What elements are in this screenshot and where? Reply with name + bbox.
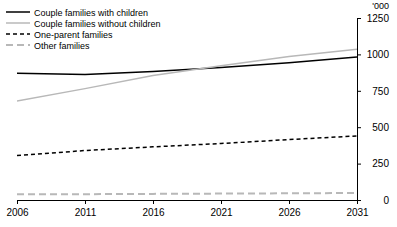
x-tick: 2011 (75, 200, 97, 218)
legend-swatch (6, 33, 30, 35)
y-tick-mark (357, 200, 361, 201)
x-tick-label: 2021 (210, 207, 233, 218)
y-tick-label: 500 (372, 122, 389, 133)
y-tick: 1250 (357, 13, 389, 24)
series-line (17, 136, 357, 156)
x-tick: 2026 (278, 200, 301, 218)
y-tick-mark (357, 91, 361, 92)
x-tick-label: 2011 (75, 207, 97, 218)
x-axis: 2006 2011 2016 2021 2026 2031 (6, 200, 369, 218)
x-tick-mark (221, 200, 222, 204)
x-tick: 2031 (346, 200, 369, 218)
legend: Couple families with childrenCouple fami… (6, 8, 161, 51)
legend-label: One-parent families (34, 30, 113, 40)
y-axis: 0 250 500 750 1000 1250 (357, 13, 389, 206)
x-tick-label: 2031 (346, 207, 369, 218)
legend-label: Other families (34, 41, 90, 51)
legend-swatch (6, 11, 30, 13)
y-tick-label: 1000 (367, 49, 390, 60)
x-tick-label: 2026 (278, 207, 301, 218)
series-line (17, 57, 357, 74)
x-tick-mark (289, 200, 290, 204)
x-tick-mark (85, 200, 86, 204)
y-tick-label: 0 (383, 195, 389, 206)
legend-swatch (6, 22, 30, 24)
legend-swatch (6, 44, 30, 46)
x-tick-mark (153, 200, 154, 204)
y-axis-title: '000 (372, 1, 389, 11)
y-tick: 0 (357, 195, 389, 206)
x-tick-mark (17, 200, 18, 204)
y-tick: 1000 (357, 49, 389, 60)
y-tick: 500 (357, 122, 389, 133)
y-tick-mark (357, 54, 361, 55)
x-tick: 2006 (6, 200, 29, 218)
y-tick-label: 1250 (367, 13, 390, 24)
plot-area (17, 49, 357, 194)
x-tick-label: 2016 (142, 207, 165, 218)
legend-label: Couple families without children (34, 19, 161, 29)
y-tick-mark (357, 18, 361, 19)
chart: 2006 2011 2016 2021 2026 2031 0 250 500 750 1000 12… (0, 0, 397, 227)
legend-label: Couple families with children (34, 8, 148, 18)
y-axis-line (358, 19, 362, 201)
x-axis-line (18, 201, 358, 205)
y-tick-mark (357, 127, 361, 128)
y-tick-label: 250 (372, 158, 389, 169)
y-tick-label: 750 (372, 86, 389, 97)
y-tick-mark (357, 164, 361, 165)
x-tick-label: 2006 (6, 207, 29, 218)
x-tick: 2016 (142, 200, 165, 218)
x-tick: 2021 (210, 200, 233, 218)
y-tick: 250 (357, 158, 389, 169)
series-line (17, 193, 357, 194)
series-line (17, 49, 357, 101)
y-tick: 750 (357, 86, 389, 97)
